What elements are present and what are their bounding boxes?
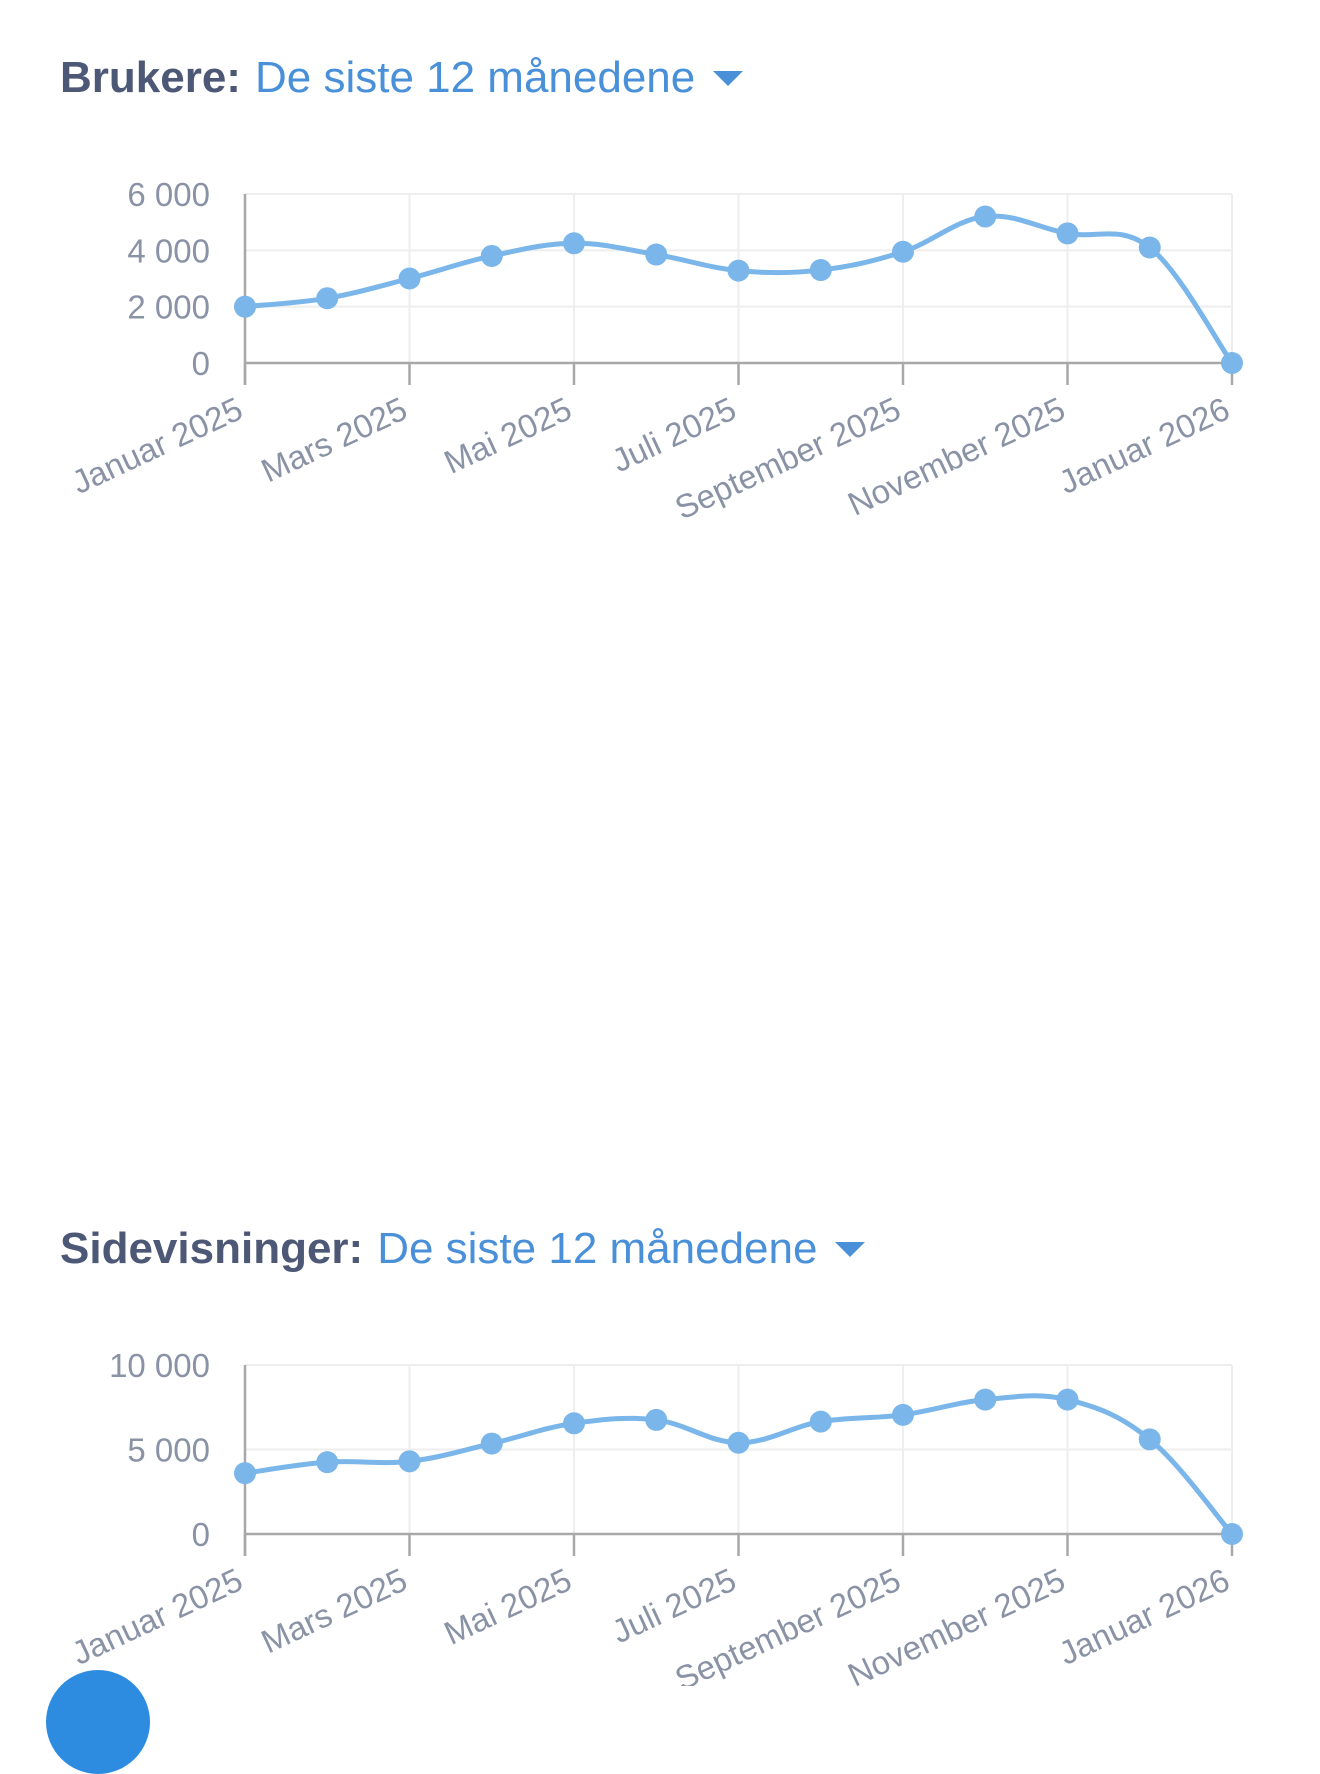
users-chart: 0 2 000 4 000 6 000 Januar 2025 Mars 2025 Mai …: [66, 176, 1243, 526]
x-tick-label: Juli 2025: [606, 390, 741, 479]
users-data-point[interactable]: [809, 259, 832, 282]
x-tick-label: Januar 2025: [66, 1561, 248, 1672]
users-data-point[interactable]: [1056, 222, 1079, 245]
users-range-dropdown[interactable]: De siste 12 månedene: [254, 53, 744, 102]
pageviews-data-point[interactable]: [892, 1403, 914, 1426]
pageviews-data-point[interactable]: [480, 1432, 503, 1455]
pageviews-data-point[interactable]: [974, 1388, 997, 1411]
users-data-point[interactable]: [480, 244, 503, 267]
pageviews-data-point[interactable]: [1138, 1428, 1161, 1451]
x-tick-label: Mars 2025: [256, 1561, 413, 1660]
x-tick-label: Januar 2025: [66, 390, 248, 501]
users-data-point[interactable]: [234, 295, 256, 318]
pageviews-data-point[interactable]: [727, 1431, 750, 1454]
pageviews-data-point[interactable]: [316, 1451, 339, 1474]
users-data-point[interactable]: [316, 287, 339, 310]
y-tick-label: 6 000: [127, 176, 210, 213]
x-tick-label: Januar 2026: [1053, 390, 1235, 501]
pageviews-data-point[interactable]: [1056, 1388, 1079, 1411]
users-data-point[interactable]: [563, 232, 585, 255]
x-tick-label: Mai 2025: [438, 1561, 577, 1652]
pageviews-range-label: De siste 12 månedene: [377, 1224, 818, 1273]
x-tick-label: Mai 2025: [438, 390, 577, 481]
pageviews-chart-title: Sidevisninger:: [60, 1224, 364, 1273]
x-tick-label: Januar 2026: [1053, 1561, 1235, 1672]
pageviews-range-dropdown[interactable]: De siste 12 månedene: [377, 1224, 866, 1273]
users-data-point[interactable]: [1221, 352, 1243, 374]
y-tick-label: 0: [192, 1516, 210, 1553]
users-data-point[interactable]: [1138, 236, 1161, 259]
pageviews-data-point[interactable]: [563, 1412, 585, 1435]
y-tick-label: 0: [192, 345, 210, 382]
x-tick-label: Mars 2025: [256, 390, 413, 489]
pageviews-data-point[interactable]: [234, 1462, 256, 1485]
users-data-point[interactable]: [645, 243, 668, 266]
y-tick-label: 5 000: [127, 1432, 210, 1469]
pageviews-chart-header: Sidevisninger: De siste 12 månedene: [60, 1224, 866, 1273]
users-chart-header: Brukere: De siste 12 månedene: [60, 53, 744, 102]
pageviews-data-point[interactable]: [809, 1410, 832, 1433]
users-range-label: De siste 12 månedene: [254, 53, 696, 102]
users-data-point[interactable]: [974, 205, 997, 228]
pageviews-data-point[interactable]: [645, 1408, 668, 1431]
pageviews-chart: 0 5 000 10 000 Januar 2025 Mars 2025 Mai 2025…: [66, 1347, 1243, 1686]
pageviews-data-point[interactable]: [1221, 1523, 1243, 1545]
y-tick-label: 10 000: [109, 1347, 210, 1384]
y-tick-label: 2 000: [127, 289, 210, 326]
users-data-point[interactable]: [727, 259, 750, 282]
pageviews-data-point[interactable]: [398, 1450, 421, 1473]
x-tick-label: Juli 2025: [606, 1561, 741, 1650]
users-data-point[interactable]: [398, 267, 421, 290]
y-tick-label: 4 000: [127, 232, 210, 269]
users-chart-title: Brukere:: [60, 53, 241, 102]
users-data-point[interactable]: [892, 240, 914, 263]
caret-down-icon: [835, 1241, 866, 1257]
caret-down-icon: [713, 70, 744, 86]
